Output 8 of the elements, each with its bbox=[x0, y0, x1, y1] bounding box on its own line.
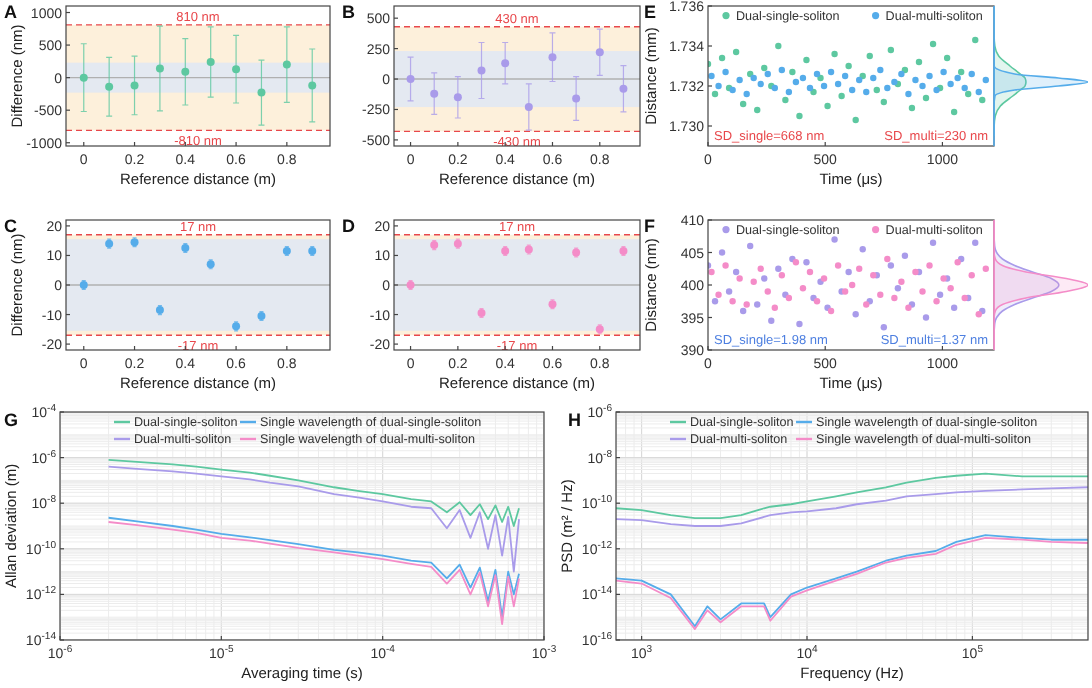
chart-title: B bbox=[342, 2, 356, 22]
chart-title: F bbox=[644, 216, 656, 236]
chart-title: A bbox=[4, 2, 18, 22]
chart-title: C bbox=[4, 216, 18, 236]
chart-title: G bbox=[4, 410, 19, 430]
chart-title: E bbox=[644, 2, 657, 22]
chart-title: D bbox=[342, 216, 356, 236]
chart-title: H bbox=[568, 410, 581, 430]
